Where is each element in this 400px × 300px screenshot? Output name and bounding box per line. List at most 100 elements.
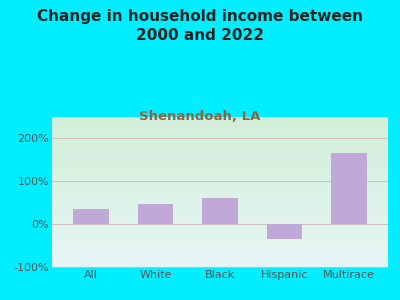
Bar	[52, 139, 388, 140]
Bar	[52, 172, 388, 173]
Bar	[52, 141, 388, 142]
Bar	[52, 205, 388, 206]
Bar	[52, 148, 388, 149]
Bar	[52, 185, 388, 186]
Bar	[52, 188, 388, 189]
Bar	[52, 140, 388, 141]
Bar	[52, 126, 388, 127]
Bar	[52, 168, 388, 169]
Bar	[52, 117, 388, 118]
Bar	[52, 152, 388, 153]
Bar	[52, 265, 388, 266]
Bar	[52, 266, 388, 267]
Bar	[52, 143, 388, 144]
Bar	[52, 214, 388, 215]
Bar	[52, 232, 388, 233]
Bar	[52, 120, 388, 121]
Bar	[52, 180, 388, 181]
Bar	[52, 123, 388, 124]
Bar	[52, 259, 388, 260]
Bar	[52, 192, 388, 193]
Bar	[52, 118, 388, 119]
Bar	[202, 198, 238, 224]
Bar	[52, 223, 388, 224]
Bar	[52, 153, 388, 154]
Bar	[52, 238, 388, 239]
Bar	[52, 200, 388, 201]
Bar	[52, 164, 388, 165]
Bar	[52, 220, 388, 221]
Bar	[52, 125, 388, 126]
Bar	[52, 239, 388, 240]
Bar	[52, 245, 388, 246]
Bar	[52, 262, 388, 263]
Bar	[52, 217, 388, 218]
Bar	[52, 213, 388, 214]
Bar	[52, 224, 388, 225]
Bar	[52, 190, 388, 191]
Bar	[52, 236, 388, 237]
Bar	[52, 162, 388, 163]
Bar	[52, 182, 388, 183]
Bar	[52, 183, 388, 184]
Bar	[52, 132, 388, 133]
Bar	[52, 199, 388, 200]
Bar	[52, 193, 388, 194]
Bar	[52, 237, 388, 238]
Bar	[52, 178, 388, 179]
Bar	[52, 127, 388, 128]
Bar	[52, 211, 388, 212]
Bar	[52, 171, 388, 172]
Bar	[52, 218, 388, 219]
Bar	[52, 201, 388, 202]
Bar	[52, 257, 388, 258]
Bar	[52, 234, 388, 235]
Bar	[52, 219, 388, 220]
Bar	[52, 155, 388, 156]
Bar	[52, 142, 388, 143]
Bar	[52, 194, 388, 195]
Bar	[52, 255, 388, 256]
Bar	[52, 150, 388, 151]
Bar	[52, 252, 388, 253]
Bar	[52, 225, 388, 226]
Bar	[52, 175, 388, 176]
Bar	[52, 202, 388, 203]
Bar	[52, 170, 388, 171]
Bar	[52, 241, 388, 242]
Bar	[52, 144, 388, 145]
Bar	[52, 240, 388, 241]
Bar	[52, 158, 388, 159]
Bar	[52, 233, 388, 234]
Bar	[52, 151, 388, 152]
Bar	[52, 260, 388, 261]
Bar	[52, 124, 388, 125]
Bar	[52, 247, 388, 248]
Bar	[332, 153, 367, 224]
Bar	[52, 258, 388, 259]
Bar	[52, 231, 388, 232]
Bar	[52, 251, 388, 252]
Bar	[52, 149, 388, 150]
Bar	[52, 228, 388, 229]
Bar	[52, 154, 388, 155]
Bar	[52, 235, 388, 236]
Bar	[52, 174, 388, 175]
Bar	[52, 138, 388, 139]
Bar	[52, 166, 388, 167]
Bar	[52, 147, 388, 148]
Bar	[52, 221, 388, 222]
Bar	[52, 191, 388, 192]
Bar	[52, 216, 388, 217]
Bar	[52, 206, 388, 207]
Bar	[52, 156, 388, 157]
Bar	[52, 189, 388, 190]
Bar	[52, 242, 388, 243]
Bar	[52, 222, 388, 223]
Bar	[52, 198, 388, 199]
Bar	[52, 244, 388, 245]
Bar	[52, 207, 388, 208]
Bar	[52, 209, 388, 210]
Bar	[52, 135, 388, 136]
Bar	[52, 176, 388, 177]
